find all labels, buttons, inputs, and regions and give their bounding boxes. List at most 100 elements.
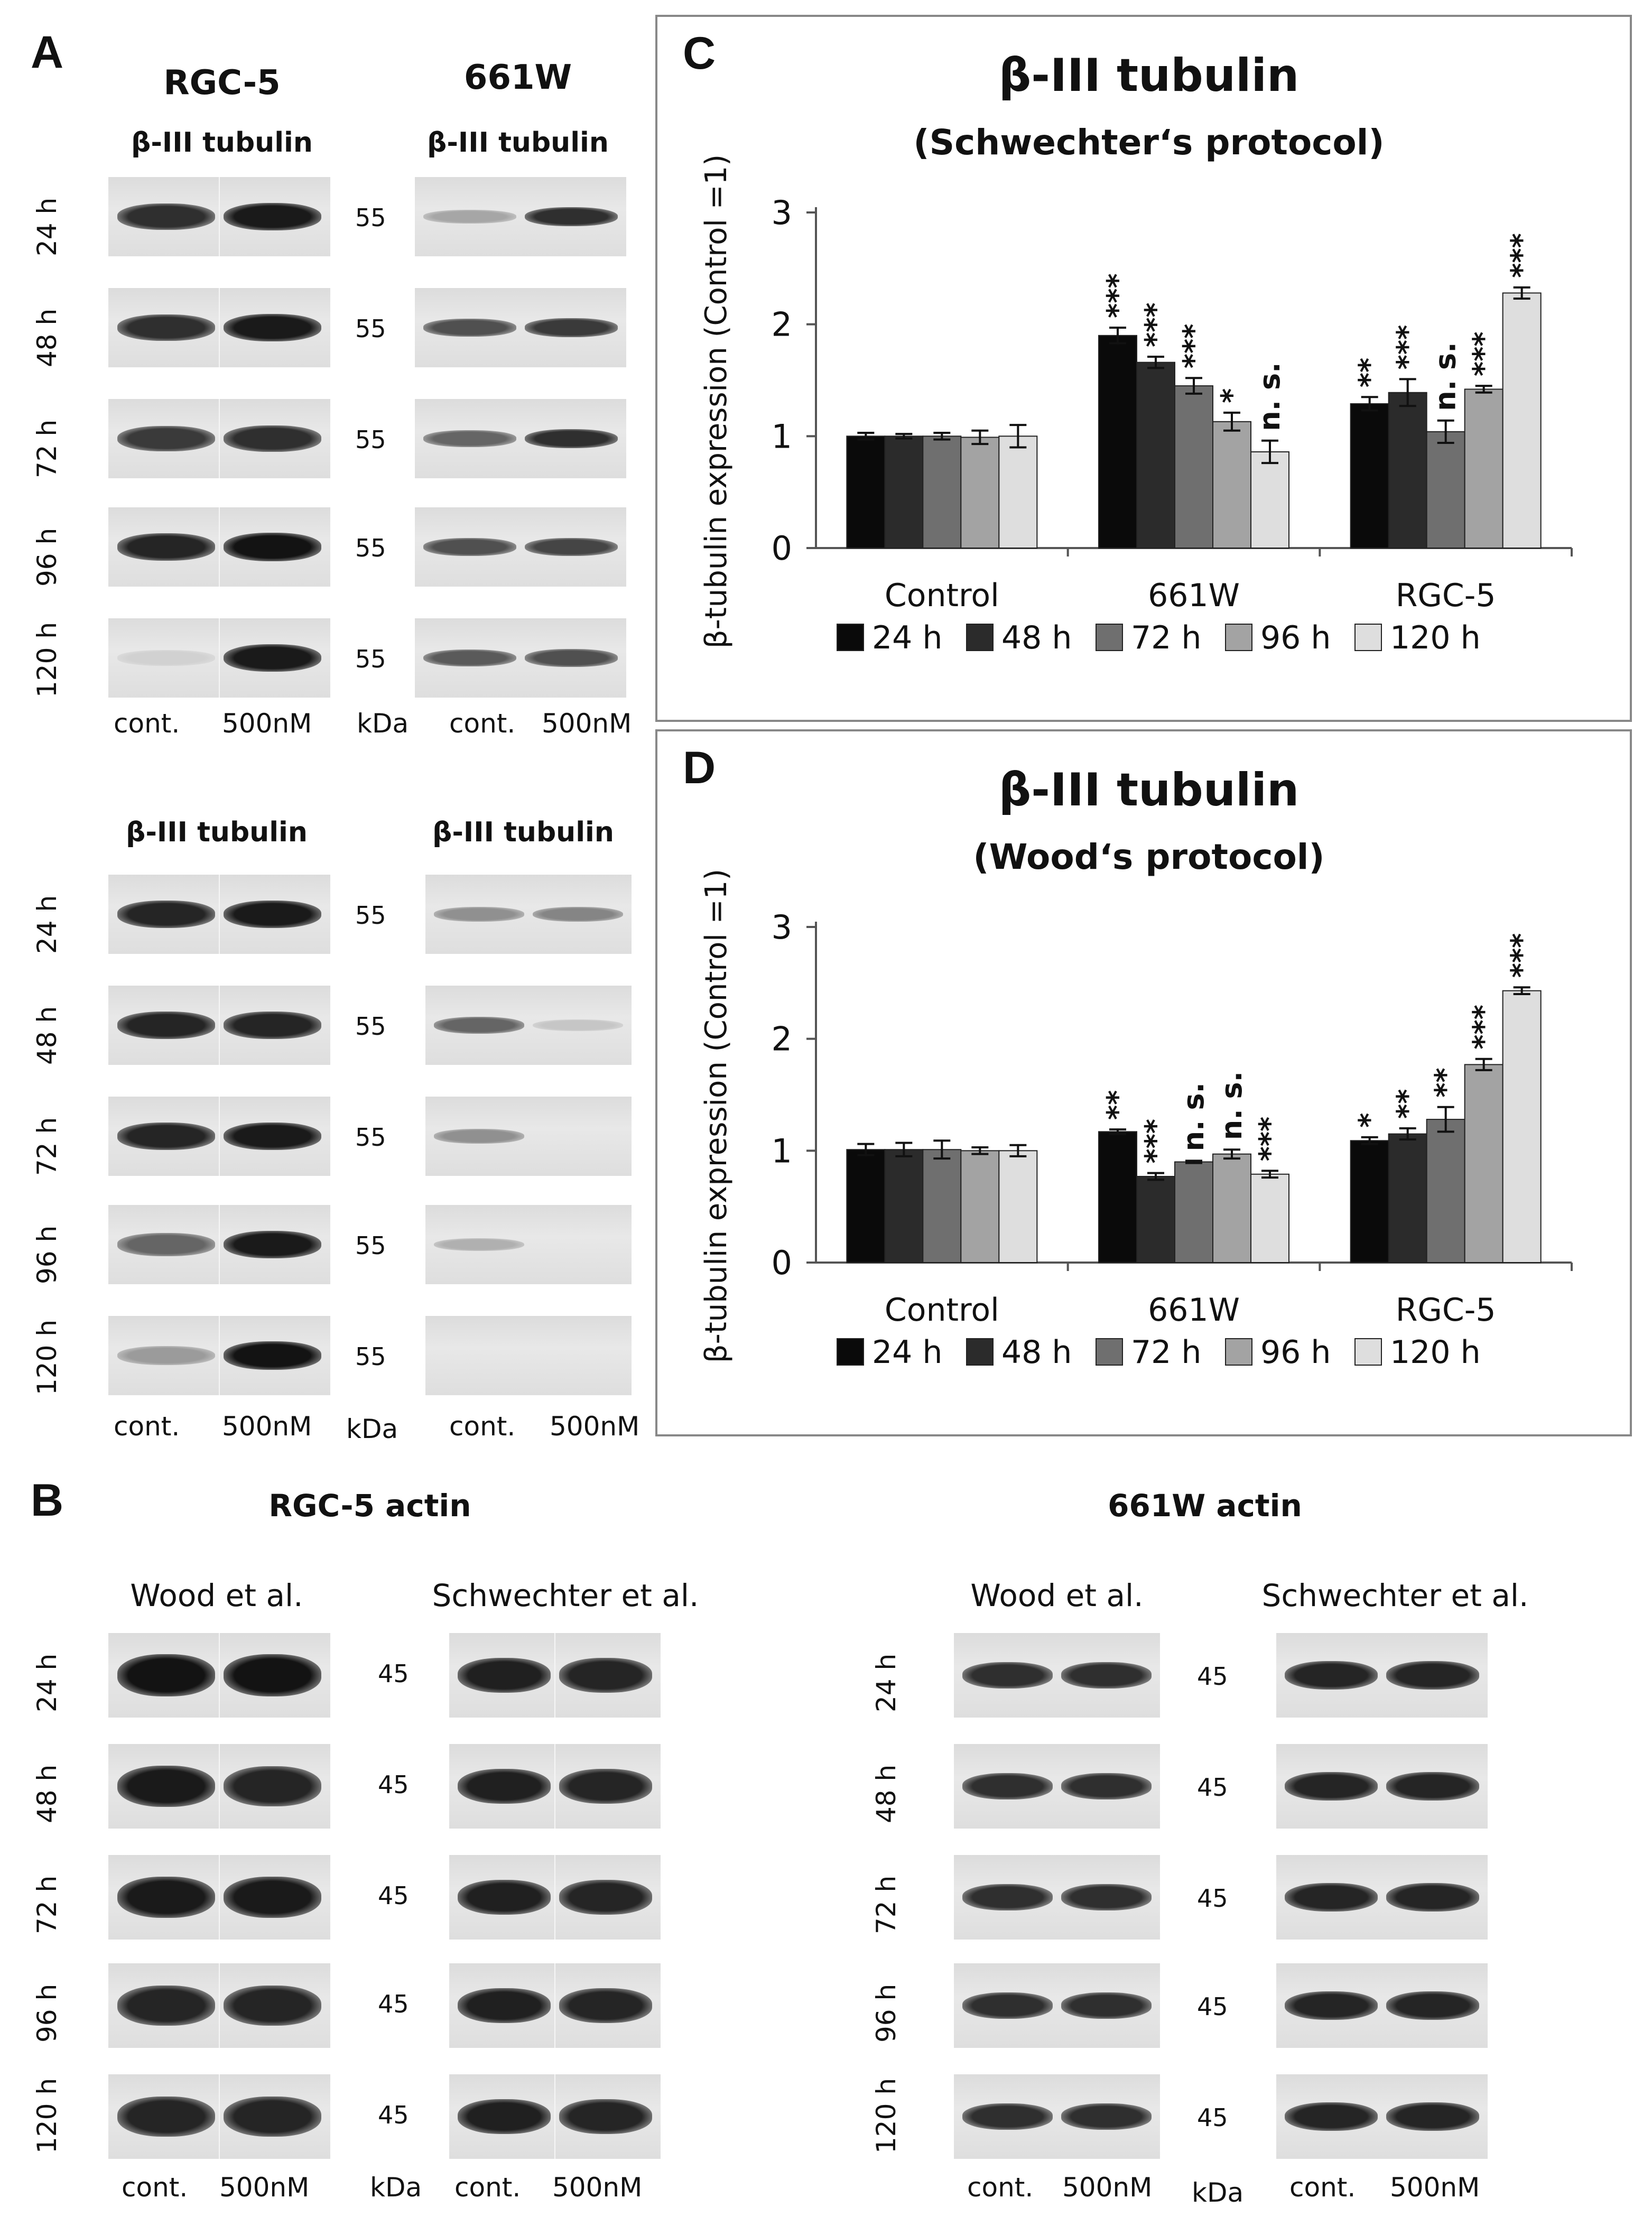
x-category-label: 661W	[1148, 577, 1240, 614]
kda-value: 55	[355, 1342, 386, 1371]
panel-d-chart-box: D β-III tubulin (Wood‘s protocol) 0 1 2 3 β-tu…	[655, 729, 1632, 1436]
blot-strip	[954, 1963, 1160, 2048]
blot-strip	[415, 399, 626, 478]
protein-band	[559, 1769, 652, 1804]
kda-value: 45	[1197, 2103, 1228, 2132]
protein-band	[962, 1884, 1053, 1910]
significance-label: ***	[1139, 302, 1172, 347]
legend-label: 48 h	[1001, 619, 1072, 656]
x-category-label: RGC-5	[1396, 577, 1496, 614]
time-row-label: 120 h	[32, 2077, 62, 2154]
protein-band	[962, 1662, 1053, 1689]
time-row-label: 48 h	[871, 1764, 902, 1823]
lane-treated-label: 500nM	[542, 708, 632, 739]
protein-band	[433, 1017, 525, 1034]
x-category-label: Control	[885, 577, 999, 614]
blot-strip	[415, 288, 626, 367]
blot-strip	[108, 399, 330, 478]
significance-label: **	[1391, 1089, 1424, 1119]
bar	[884, 435, 924, 549]
panel-a-letter: A	[31, 27, 64, 78]
blot-strip	[425, 875, 632, 954]
significance-label: ***	[1139, 1119, 1172, 1164]
blot-strip	[1276, 1963, 1488, 2048]
661w-wood-label: Wood et al.	[970, 1578, 1144, 1613]
legend-label: 96 h	[1260, 1334, 1331, 1371]
blot-strip	[425, 986, 632, 1065]
blot-strip	[1276, 1633, 1488, 1718]
kda-value: 45	[1197, 1662, 1228, 1691]
kda-value: 55	[355, 425, 386, 454]
rgc5-schwechter-label: Schwechter et al.	[432, 1578, 699, 1613]
bar	[1388, 1133, 1427, 1263]
significance-label: n. s.	[1215, 1071, 1248, 1140]
protein-band	[117, 1876, 215, 1918]
chart-subtitle: (Wood‘s protocol)	[973, 837, 1324, 877]
protein-band	[962, 1773, 1053, 1799]
bar	[1250, 451, 1289, 549]
blot-strip	[1276, 2074, 1488, 2159]
protein-band	[1061, 1773, 1152, 1799]
protein-band	[423, 430, 516, 447]
kda-value: 55	[355, 203, 386, 232]
bar	[1464, 1064, 1503, 1263]
kda-value: 45	[378, 1659, 409, 1688]
legend-swatch	[966, 624, 994, 651]
rgc5-tubulin-label-top: β-III tubulin	[131, 127, 313, 159]
protein-band	[117, 533, 215, 561]
protein-band	[224, 425, 322, 452]
kda-value: 55	[355, 314, 386, 343]
time-row-label: 120 h	[32, 621, 62, 698]
lane-treated-label: 500nM	[1062, 2172, 1153, 2203]
blot-strip	[108, 1963, 330, 2048]
legend-swatch	[1354, 624, 1382, 651]
protein-band	[962, 2103, 1053, 2130]
bar	[1426, 431, 1465, 549]
protein-band	[458, 1768, 551, 1804]
protein-band	[1386, 2102, 1479, 2131]
time-row-label: 96 h	[32, 1983, 62, 2043]
protein-band	[458, 2099, 551, 2135]
blot-strip	[108, 2074, 330, 2159]
kda-unit-label: kDa	[1192, 2177, 1244, 2208]
protein-band	[559, 1658, 652, 1693]
lane-control-label: cont.	[114, 708, 180, 739]
significance-label: n. s.	[1253, 362, 1286, 431]
protein-band	[224, 1876, 322, 1918]
legend-swatch	[837, 1338, 864, 1366]
blot-strip	[415, 507, 626, 587]
time-row-label: 120 h	[871, 2077, 902, 2154]
kda-value: 45	[378, 1881, 409, 1910]
protein-band	[1061, 1992, 1152, 2019]
significance-label: *	[1353, 1113, 1386, 1128]
legend-swatch	[1096, 624, 1123, 651]
time-row-label: 72 h	[871, 1875, 902, 1934]
kda-value: 55	[355, 645, 386, 673]
blot-strip	[954, 2074, 1160, 2159]
time-row-label: 96 h	[871, 1983, 902, 2043]
protein-band	[532, 1019, 624, 1032]
blot-strip	[1276, 1855, 1488, 1940]
time-row-label: 24 h	[871, 1653, 902, 1712]
legend-label: 72 h	[1131, 619, 1201, 656]
time-row-label: 24 h	[32, 895, 62, 954]
protein-band	[1285, 2102, 1378, 2131]
legend-swatch	[1225, 624, 1252, 651]
661w-tubulin-label-bottom: β-III tubulin	[432, 817, 614, 848]
lane-treated-label: 500nM	[550, 1411, 640, 1442]
blot-strip	[108, 1316, 330, 1395]
bar	[1212, 421, 1251, 549]
kda-unit-label: kDa	[357, 708, 409, 739]
time-row-label: 24 h	[32, 197, 62, 256]
significance-label: **	[1101, 1090, 1134, 1120]
blot-strip	[954, 1855, 1160, 1940]
661w-schwechter-label: Schwechter et al.	[1261, 1578, 1529, 1613]
protein-band	[224, 644, 322, 672]
y-tick-label: 0	[772, 1244, 792, 1282]
blot-strip	[954, 1744, 1160, 1829]
blot-strip	[108, 618, 330, 698]
protein-band	[224, 533, 322, 561]
bar	[1136, 1176, 1175, 1263]
time-row-label: 96 h	[32, 1225, 62, 1284]
blot-strip	[449, 1963, 661, 2048]
